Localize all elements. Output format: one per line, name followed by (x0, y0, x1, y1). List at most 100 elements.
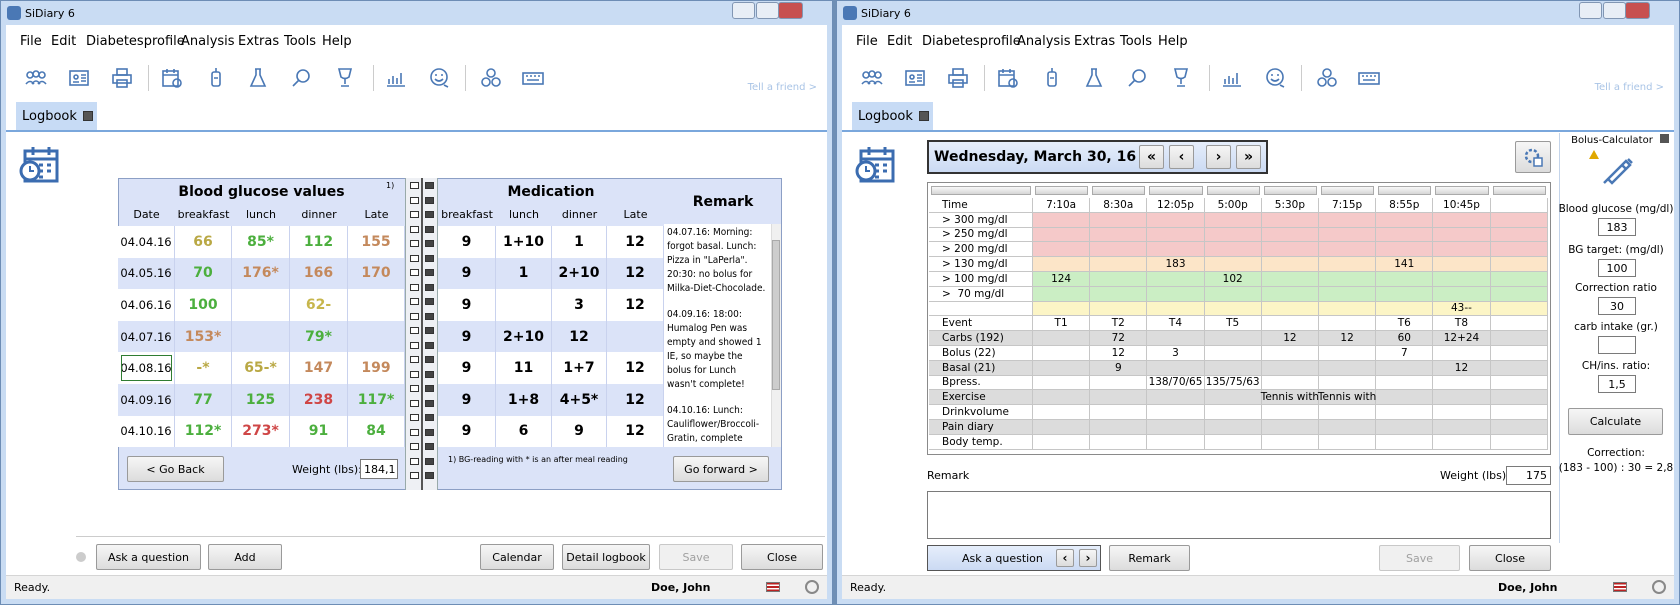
grid-cell[interactable] (1490, 272, 1548, 287)
grid-cell[interactable] (1204, 301, 1262, 317)
nav-button[interactable]: « (1139, 145, 1164, 169)
grid-cell[interactable] (1490, 331, 1548, 346)
field-input[interactable]: 183 (1598, 218, 1636, 236)
grid-cell[interactable]: 183 (1147, 257, 1205, 272)
button[interactable]: Save (1379, 545, 1460, 571)
button[interactable]: Detail logbook (562, 544, 650, 570)
grid-cell[interactable] (1490, 212, 1548, 228)
grid-cell[interactable] (1490, 242, 1548, 258)
glucose-cell[interactable]: 199 (348, 352, 405, 384)
grid-cell[interactable] (1147, 434, 1205, 450)
grid-cell[interactable] (1490, 420, 1548, 435)
grid-cell[interactable]: T8 (1433, 316, 1491, 332)
glucose-cell[interactable]: 238 (290, 384, 348, 416)
button[interactable]: Save (659, 544, 733, 570)
grid-cell[interactable] (1319, 316, 1377, 332)
grid-cell[interactable] (1319, 420, 1377, 435)
medication-cell[interactable] (496, 289, 552, 321)
medication-cell[interactable]: 9 (552, 415, 607, 448)
toolbar-button[interactable] (67, 66, 91, 90)
grid-cell[interactable] (1204, 360, 1262, 376)
settings-button[interactable] (1515, 141, 1551, 173)
grid-cell[interactable] (1147, 242, 1205, 258)
grid-cell[interactable] (1376, 286, 1434, 302)
toolbar-button[interactable] (903, 66, 927, 90)
menu-item[interactable]: Analysis (181, 33, 235, 49)
medication-cell[interactable]: 9 (438, 257, 496, 290)
toolbar-button[interactable] (160, 66, 184, 90)
grid-cell[interactable] (1490, 257, 1548, 272)
tell-a-friend[interactable]: Tell a friend > (747, 82, 817, 93)
grid-cell[interactable] (1261, 257, 1319, 272)
grid-cell[interactable] (1319, 272, 1377, 287)
grid-cell[interactable]: 7:10a (1033, 198, 1091, 213)
button[interactable]: Remark (1109, 545, 1190, 571)
toolbar-button[interactable] (1040, 66, 1064, 90)
glucose-cell[interactable]: 117* (348, 384, 405, 416)
glucose-cell[interactable]: 170 (348, 257, 405, 290)
glucose-cell[interactable]: 79* (290, 320, 348, 353)
medication-cell[interactable]: 9 (438, 289, 496, 321)
glucose-cell[interactable]: 155 (348, 226, 405, 258)
glucose-cell[interactable]: 70 (175, 257, 232, 290)
medication-cell[interactable]: 9 (438, 226, 496, 258)
grid-cell[interactable] (1319, 360, 1377, 376)
grid-cell[interactable] (1376, 242, 1434, 258)
medication-cell[interactable]: 12 (607, 257, 664, 290)
button[interactable]: Add (208, 544, 282, 570)
menu-item[interactable]: Help (1158, 33, 1188, 49)
toolbar-button[interactable] (1315, 66, 1339, 90)
glucose-cell[interactable]: 125 (232, 384, 290, 416)
grid-cell[interactable]: 12 (1261, 331, 1319, 346)
medication-cell[interactable]: 4+5* (552, 384, 607, 416)
grid-cell[interactable] (1433, 390, 1491, 406)
grid-cell[interactable] (1490, 198, 1548, 213)
grid-header-button[interactable] (1492, 186, 1546, 195)
tab-close[interactable] (919, 111, 929, 121)
grid-cell[interactable] (1319, 286, 1377, 302)
medication-cell[interactable]: 9 (438, 384, 496, 416)
date-cell[interactable]: 04.05.16 (118, 257, 175, 290)
grid-cell[interactable] (1490, 434, 1548, 450)
grid-cell[interactable] (1376, 420, 1434, 435)
go-back-button[interactable]: < Go Back (127, 456, 224, 482)
grid-cell[interactable] (1204, 212, 1262, 228)
grid-cell[interactable] (1147, 360, 1205, 376)
ask-nav-button[interactable]: ‹ (1056, 549, 1074, 567)
grid-cell[interactable]: 7 (1376, 346, 1434, 361)
glucose-cell[interactable]: 66 (175, 226, 232, 258)
medication-cell[interactable]: 9 (438, 320, 496, 353)
menu-item[interactable]: Extras (1074, 33, 1116, 49)
grid-cell[interactable] (1261, 242, 1319, 258)
ask-nav-button[interactable]: › (1079, 549, 1097, 567)
grid-cell[interactable] (1319, 346, 1377, 361)
field-input[interactable]: 100 (1598, 259, 1636, 277)
glucose-cell[interactable]: 62- (290, 289, 348, 321)
grid-cell[interactable] (1033, 390, 1091, 406)
date-cell[interactable]: 04.06.16 (118, 289, 175, 321)
grid-cell[interactable] (1147, 301, 1205, 317)
grid-cell[interactable] (1204, 405, 1262, 420)
grid-cell[interactable] (1090, 420, 1148, 435)
grid-cell[interactable] (1261, 272, 1319, 287)
glucose-cell[interactable]: 84 (348, 415, 405, 448)
menu-item[interactable]: Diabetesprofile (86, 33, 185, 49)
grid-cell[interactable] (1090, 286, 1148, 302)
grid-cell[interactable] (1204, 434, 1262, 450)
date-cell[interactable]: 04.09.16 (118, 384, 175, 416)
maximize-button[interactable] (1603, 2, 1626, 19)
grid-cell[interactable] (1319, 434, 1377, 450)
grid-header-button[interactable] (1149, 186, 1203, 195)
glucose-cell[interactable]: 176* (232, 257, 290, 290)
toolbar-button[interactable] (290, 66, 314, 90)
toolbar-button[interactable] (1220, 66, 1244, 90)
grid-cell[interactable]: 124 (1033, 272, 1091, 287)
grid-cell[interactable] (1376, 405, 1434, 420)
medication-cell[interactable]: 1 (496, 257, 552, 290)
grid-cell[interactable]: 3 (1147, 346, 1205, 361)
medication-cell[interactable]: 11 (496, 352, 552, 384)
grid-cell[interactable] (1261, 420, 1319, 435)
toolbar-button[interactable] (521, 66, 545, 90)
grid-cell[interactable]: 9 (1090, 360, 1148, 376)
grid-cell[interactable] (1033, 360, 1091, 376)
